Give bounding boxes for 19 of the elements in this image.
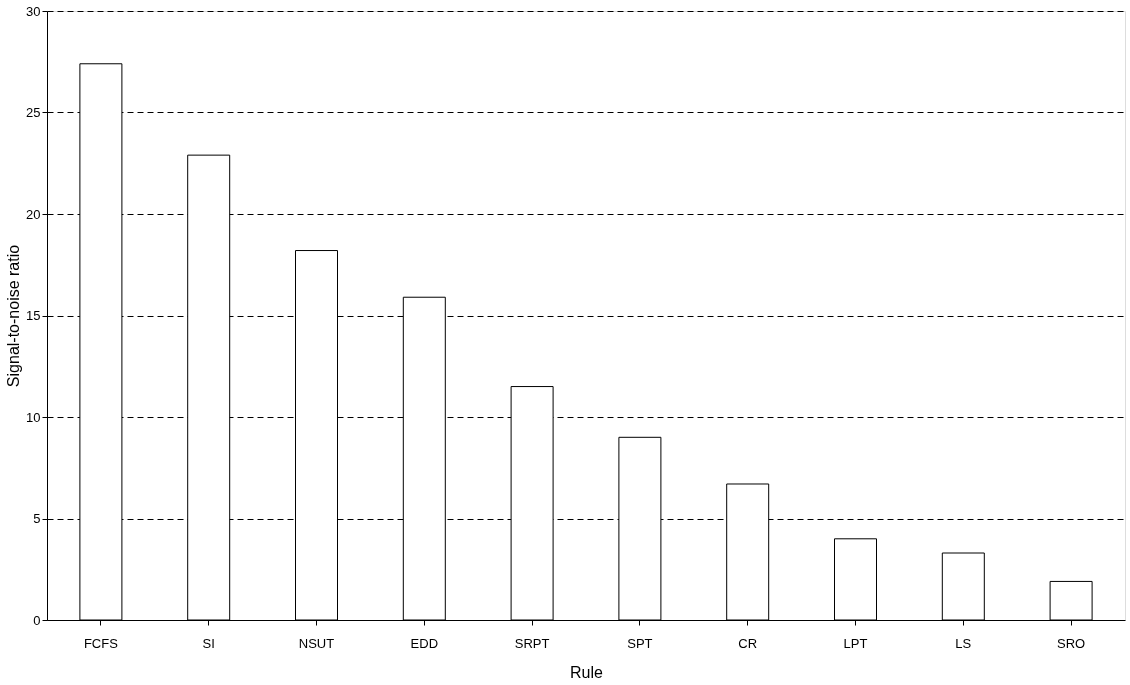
x-tick-label: SPT	[627, 635, 653, 651]
x-tick-label: SRO	[1057, 635, 1086, 651]
x-tick-label: NSUT	[298, 635, 335, 651]
y-axis-title: Signal-to-noise ratio	[5, 244, 23, 388]
y-tick-label: 15	[26, 308, 41, 323]
y-tick-label: 5	[33, 511, 41, 526]
x-tick-label: SI	[202, 635, 215, 651]
x-tick-label: EDD	[410, 635, 439, 651]
x-tick-label: LS	[955, 635, 972, 651]
x-tick-label: FCFS	[83, 635, 119, 651]
y-tick-label: 30	[26, 3, 41, 19]
x-tick-label: LPT	[843, 635, 868, 651]
y-tick-label: 20	[26, 206, 41, 222]
y-tick-label: 0	[33, 612, 41, 628]
x-tick-label: SRPT	[514, 635, 550, 651]
x-axis-title: Rule	[570, 663, 604, 681]
y-tick-label: 10	[26, 409, 41, 425]
y-tick-label: 25	[26, 105, 41, 120]
x-tick-label: CR	[738, 635, 758, 651]
